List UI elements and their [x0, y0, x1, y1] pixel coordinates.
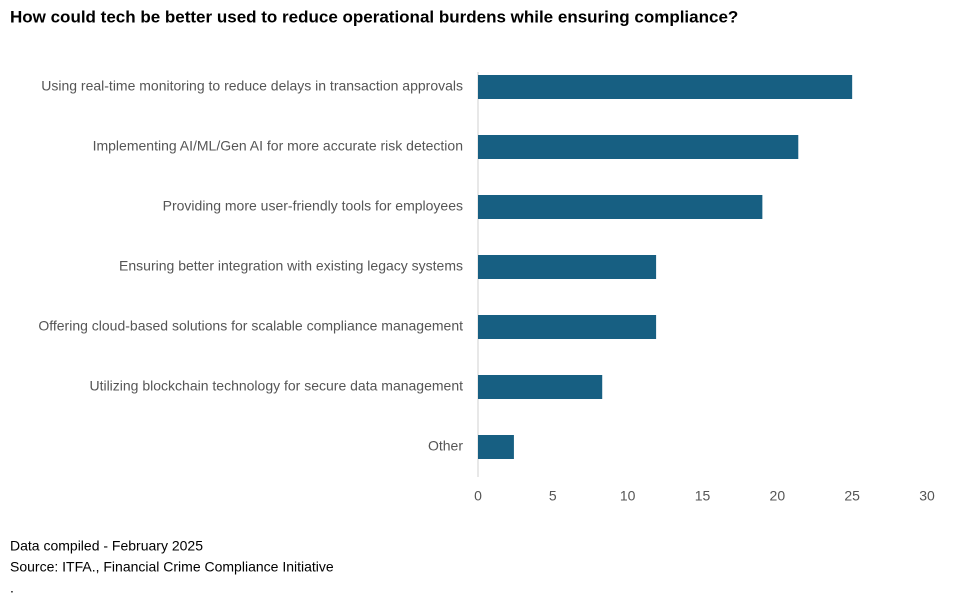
x-tick-label: 5: [549, 488, 557, 504]
bar: [478, 435, 514, 459]
y-tick-label: Utilizing blockchain technology for secu…: [89, 378, 463, 394]
y-tick-label: Using real-time monitoring to reduce del…: [41, 78, 463, 94]
bar: [478, 315, 657, 339]
footnote: Source: ITFA., Financial Crime Complianc…: [10, 559, 334, 575]
x-tick-label: 25: [844, 488, 860, 504]
bar: [478, 255, 657, 279]
x-tick-label: 15: [695, 488, 711, 504]
x-tick-label: 20: [770, 488, 786, 504]
bar: [478, 75, 853, 99]
y-tick-label: Providing more user-friendly tools for e…: [163, 198, 463, 214]
chart-title: How could tech be better used to reduce …: [10, 7, 738, 26]
y-tick-label: Implementing AI/ML/Gen AI for more accur…: [93, 138, 463, 154]
bar: [478, 195, 763, 219]
x-tick-label: 30: [919, 488, 935, 504]
footnote: Data compiled - February 2025: [10, 538, 203, 554]
y-tick-label: Offering cloud-based solutions for scala…: [38, 318, 463, 334]
bar: [478, 375, 603, 399]
y-tick-label: Ensuring better integration with existin…: [119, 258, 463, 274]
footnote: .: [10, 580, 14, 596]
y-tick-label: Other: [428, 438, 463, 454]
x-tick-label: 10: [620, 488, 636, 504]
bar: [478, 135, 799, 159]
x-tick-label: 0: [474, 488, 482, 504]
